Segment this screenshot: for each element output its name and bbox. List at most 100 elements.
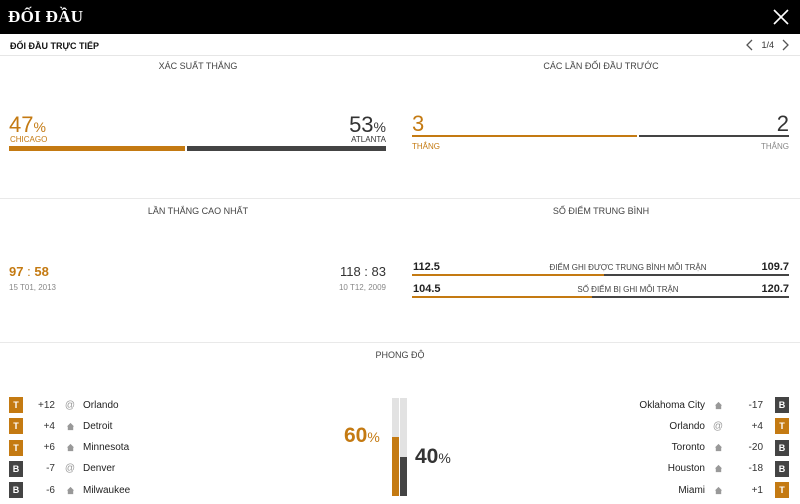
win-prob-right-team: ATLANTA bbox=[351, 135, 386, 144]
home-icon bbox=[709, 443, 727, 452]
home-icon bbox=[709, 486, 727, 495]
point-diff: -20 bbox=[748, 442, 763, 454]
result-badge: T bbox=[775, 418, 789, 435]
left-form-row: T +12 @ Orlando bbox=[9, 396, 119, 414]
left-form-row: T +4 Detroit bbox=[9, 417, 112, 435]
right-form-row: Miami +1 T bbox=[678, 481, 789, 499]
win-prob-right: 53% bbox=[349, 112, 386, 138]
biggest-win-left-score: 97 : 58 bbox=[9, 264, 49, 279]
avg-row-conceded-label: SỐ ĐIỂM BỊ GHI MỖI TRẬN bbox=[577, 285, 679, 294]
divider bbox=[0, 198, 800, 199]
result-badge: B bbox=[775, 397, 789, 413]
opponent-name: Houston bbox=[667, 463, 705, 475]
win-prob-right-value: 53 bbox=[349, 112, 374, 137]
h2h-title: CÁC LẦN ĐỐI ĐẦU TRƯỚC bbox=[543, 61, 659, 71]
point-diff: +12 bbox=[38, 399, 55, 411]
h2h-right-value: 2 bbox=[776, 111, 789, 136]
point-diff: +4 bbox=[751, 420, 763, 432]
opponent-name: Milwaukee bbox=[83, 484, 131, 496]
biggest-win-left-b: 58 bbox=[34, 264, 49, 279]
h2h-right-label: THẮNG bbox=[761, 142, 789, 151]
modal-header: ĐỐI ĐẦU bbox=[0, 0, 800, 34]
away-symbol: @ bbox=[712, 420, 724, 432]
avg-row-scored-bar-right bbox=[604, 274, 789, 276]
h2h-left-value: 3 bbox=[412, 111, 425, 136]
win-prob-left-team: CHICAGO bbox=[10, 135, 48, 144]
win-prob-title: XÁC SUẤT THẮNG bbox=[158, 61, 238, 71]
point-diff: -17 bbox=[748, 399, 763, 411]
point-diff: -18 bbox=[748, 463, 763, 475]
biggest-win-right-score: 118 : 83 bbox=[339, 264, 386, 279]
h2h-bar-left bbox=[412, 135, 637, 137]
win-prob-right-unit: % bbox=[373, 119, 386, 135]
pager: 1/4 bbox=[745, 39, 790, 51]
win-prob-bar-right bbox=[187, 146, 386, 151]
form-right-fill bbox=[400, 456, 407, 496]
h2h-left-label: THẮNG bbox=[412, 142, 440, 151]
right-form-row: Houston -18 B bbox=[668, 460, 789, 478]
win-prob-left-value: 47 bbox=[9, 112, 34, 137]
home-icon bbox=[709, 464, 727, 473]
point-diff: -6 bbox=[46, 484, 55, 496]
form-right-pct-unit: % bbox=[438, 450, 451, 466]
home-icon bbox=[61, 486, 79, 495]
page-indicator: 1/4 bbox=[761, 40, 774, 50]
point-diff: -7 bbox=[46, 463, 55, 475]
win-prob-bar-left bbox=[9, 146, 185, 151]
avg-row-scored-right: 109.7 bbox=[761, 261, 789, 273]
form-right-pct-value: 40 bbox=[415, 445, 439, 468]
form-left-pct-value: 60 bbox=[344, 424, 368, 447]
away-symbol: @ bbox=[64, 463, 76, 475]
avg-row-scored: 112.5 ĐIỂM GHI ĐƯỢC TRUNG BÌNH MỖI TRẬN … bbox=[412, 261, 789, 275]
right-form-row: Toronto -20 B bbox=[672, 439, 789, 457]
close-icon[interactable] bbox=[772, 8, 790, 26]
avg-row-scored-label: ĐIỂM GHI ĐƯỢC TRUNG BÌNH MỖI TRẬN bbox=[549, 263, 707, 272]
left-form-row: B -6 Milwaukee bbox=[9, 481, 130, 499]
right-form-row: Oklahoma City -17 B bbox=[639, 396, 789, 414]
result-badge: B bbox=[775, 460, 789, 477]
form-right-pct: 40% bbox=[415, 445, 451, 469]
subheader: ĐỐI ĐẦU TRỰC TIẾP 1/4 bbox=[0, 36, 800, 56]
avg-row-conceded-bar-right bbox=[592, 296, 789, 298]
avg-row-scored-left: 112.5 bbox=[413, 261, 440, 273]
result-badge: B bbox=[9, 482, 23, 499]
result-badge: B bbox=[775, 439, 789, 456]
result-badge: T bbox=[9, 418, 23, 435]
opponent-name: Denver bbox=[83, 463, 116, 475]
biggest-win-left-sep: : bbox=[27, 264, 31, 279]
biggest-win-title: LẦN THẮNG CAO NHẤT bbox=[147, 206, 249, 216]
avg-row-conceded-left: 104.5 bbox=[413, 283, 441, 295]
form-left-pct: 60% bbox=[344, 424, 380, 448]
result-badge: T bbox=[9, 397, 23, 413]
point-diff: +6 bbox=[43, 442, 55, 454]
point-diff: +4 bbox=[43, 420, 55, 432]
avg-row-scored-bar-left bbox=[412, 274, 604, 276]
win-prob-left-unit: % bbox=[33, 119, 46, 135]
avg-row-conceded: 104.5 SỐ ĐIỂM BỊ GHI MỖI TRẬN 120.7 bbox=[412, 283, 789, 297]
chevron-right-icon[interactable] bbox=[780, 39, 790, 51]
chevron-left-icon[interactable] bbox=[745, 39, 755, 51]
left-form-row: T +6 Minnesota bbox=[9, 439, 129, 457]
form-title: PHONG ĐỘ bbox=[375, 350, 425, 360]
away-symbol: @ bbox=[64, 399, 76, 411]
opponent-name: Miami bbox=[678, 484, 705, 496]
left-form-row: B -7 @ Denver bbox=[9, 460, 115, 478]
home-icon bbox=[61, 422, 79, 431]
opponent-name: Toronto bbox=[671, 442, 705, 454]
home-icon bbox=[61, 443, 79, 452]
point-diff: +1 bbox=[751, 484, 763, 496]
opponent-name: Orlando bbox=[669, 420, 705, 432]
biggest-win-right-date: 10 T12, 2009 bbox=[338, 283, 386, 292]
form-left-pct-unit: % bbox=[367, 429, 380, 445]
result-badge: T bbox=[9, 439, 23, 456]
opponent-name: Orlando bbox=[83, 399, 119, 411]
opponent-name: Minnesota bbox=[83, 442, 130, 454]
section-label: ĐỐI ĐẦU TRỰC TIẾP bbox=[10, 41, 99, 51]
divider bbox=[0, 342, 800, 343]
form-left-fill bbox=[392, 437, 399, 496]
avg-points-title: SỐ ĐIỂM TRUNG BÌNH bbox=[552, 206, 650, 216]
win-prob-left: 47% bbox=[9, 112, 46, 138]
opponent-name: Detroit bbox=[83, 420, 113, 432]
biggest-win-left-date: 15 T01, 2013 bbox=[9, 283, 57, 292]
avg-row-conceded-right: 120.7 bbox=[761, 283, 789, 295]
